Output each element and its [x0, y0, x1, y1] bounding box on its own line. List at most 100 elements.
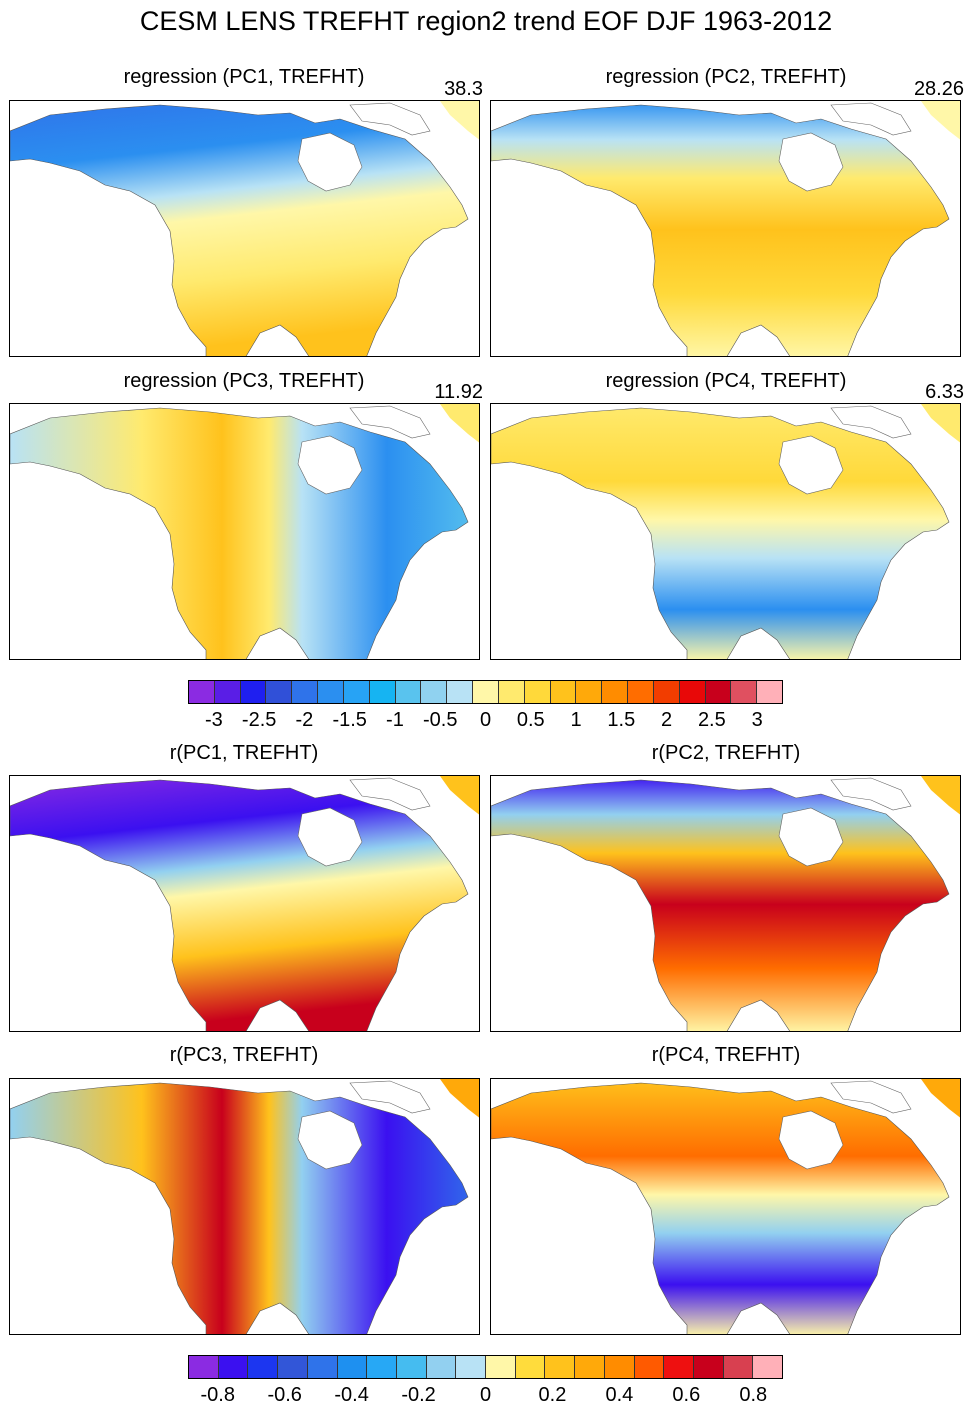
colorbar-swatch [498, 681, 525, 703]
water-body [297, 435, 363, 495]
map-panel-reg-pc4 [490, 403, 961, 660]
coastline [491, 104, 950, 356]
panel-title-reg-pc2: regression (PC2, TREFHT) [605, 66, 847, 88]
land-field [10, 1083, 468, 1334]
water-body [349, 777, 431, 811]
colorbar-swatch [214, 681, 241, 703]
greenland-edge [440, 404, 479, 443]
variance-pct-pc4: 6.33 [925, 381, 964, 403]
colorbar-swatch [367, 1356, 397, 1378]
colorbar-tick-label: -3 [204, 709, 223, 731]
colorbar-regression [188, 680, 783, 704]
greenland-edge [440, 1079, 479, 1118]
colorbar-swatch [757, 681, 783, 703]
water-body [778, 1110, 844, 1170]
colorbar-swatch [545, 1356, 576, 1378]
colorbar-swatch [343, 681, 370, 703]
colorbar-tick-label: -1.5 [332, 709, 367, 731]
colorbar-tick-label: 0 [479, 1384, 492, 1406]
water-body [778, 807, 844, 867]
water-body [349, 405, 431, 439]
panel-title-r-pc3: r(PC3, TREFHT) [169, 1044, 319, 1066]
greenland-edge [921, 776, 960, 815]
coastline [491, 407, 950, 659]
map-panel-r-pc2 [490, 775, 961, 1032]
water-body [297, 807, 363, 867]
colorbar-swatch [576, 681, 603, 703]
greenland-edge [440, 101, 479, 140]
colorbar-swatch [602, 681, 629, 703]
figure-title: CESM LENS TREFHT region2 trend EOF DJF 1… [139, 6, 833, 36]
water-body [349, 1080, 431, 1114]
map-panel-reg-pc3 [9, 403, 480, 660]
colorbar-tick-label: -2 [295, 709, 314, 731]
colorbar-swatch [664, 1356, 694, 1378]
colorbar-swatch [456, 1356, 487, 1378]
colorbar-regression-labels: -3 -2.5 -2 -1.5 -1 -0.5 0 0.5 1 1.5 2 2.5 3 [188, 707, 783, 733]
variance-pct-pc3: 11.92 [434, 381, 483, 403]
colorbar-swatch [486, 1356, 516, 1378]
greenland-edge [440, 776, 479, 815]
colorbar-swatch [426, 1356, 457, 1378]
greenland-edge [921, 101, 960, 140]
land-field [10, 105, 468, 356]
map-canvas [491, 404, 960, 659]
map-canvas [10, 1079, 479, 1334]
colorbar-tick-label: -1 [386, 709, 404, 731]
colorbar-swatch [218, 1356, 249, 1378]
land-field [491, 1083, 949, 1334]
colorbar-tick-label: 3 [751, 709, 763, 731]
panel-title-r-pc1: r(PC1, TREFHT) [169, 742, 319, 764]
colorbar-tick-label: -0.4 [334, 1384, 369, 1406]
colorbar-tick-label: 1.5 [607, 709, 636, 731]
colorbar-swatch [705, 681, 732, 703]
colorbar-swatch [473, 681, 499, 703]
map-canvas [10, 101, 479, 356]
water-body [778, 132, 844, 192]
colorbar-tick-label: 0.6 [672, 1384, 701, 1406]
land-field [10, 780, 468, 1031]
colorbar-swatch [369, 681, 396, 703]
colorbar-swatch [604, 1356, 635, 1378]
map-canvas [491, 776, 960, 1031]
water-body [297, 1110, 363, 1170]
map-panel-reg-pc2 [490, 100, 961, 357]
colorbar-swatch [524, 681, 551, 703]
variance-pct-pc1: 38.3 [444, 78, 483, 100]
coastline [10, 779, 469, 1031]
coastline [491, 1082, 950, 1334]
colorbar-tick-label: -2.5 [241, 709, 277, 731]
water-body [830, 102, 912, 136]
coastline [10, 407, 469, 659]
land-field [491, 408, 949, 659]
colorbar-swatch [575, 1356, 605, 1378]
panel-title-reg-pc3: regression (PC3, TREFHT) [123, 370, 365, 392]
map-canvas [10, 776, 479, 1031]
colorbar-correlation-labels: -0.8 -0.6 -0.4 -0.2 0 0.2 0.4 0.6 0.8 [188, 1382, 783, 1408]
colorbar-swatch [307, 1356, 338, 1378]
colorbar-tick-label: 0.8 [739, 1384, 768, 1406]
water-body [830, 405, 912, 439]
panel-title-r-pc2: r(PC2, TREFHT) [651, 742, 801, 764]
land-field [491, 780, 949, 1031]
colorbar-swatch [753, 1356, 783, 1378]
colorbar-tick-label: -0.5 [422, 709, 458, 731]
colorbar-swatch [628, 681, 654, 703]
greenland-edge [921, 404, 960, 443]
water-body [349, 102, 431, 136]
colorbar-tick-label: 0.4 [605, 1384, 634, 1406]
colorbar-swatch [189, 1356, 219, 1378]
coastline [10, 1082, 469, 1334]
colorbar-tick-label: 2 [661, 709, 673, 731]
panel-title-r-pc4: r(PC4, TREFHT) [651, 1044, 801, 1066]
colorbar-swatch [292, 681, 319, 703]
water-body [830, 777, 912, 811]
colorbar-swatch [248, 1356, 279, 1378]
colorbar-swatch [337, 1356, 368, 1378]
map-canvas [10, 404, 479, 659]
water-body [297, 132, 363, 192]
map-panel-r-pc4 [490, 1078, 961, 1335]
colorbar-swatch [653, 681, 680, 703]
colorbar-swatch [189, 681, 215, 703]
colorbar-swatch [679, 681, 706, 703]
